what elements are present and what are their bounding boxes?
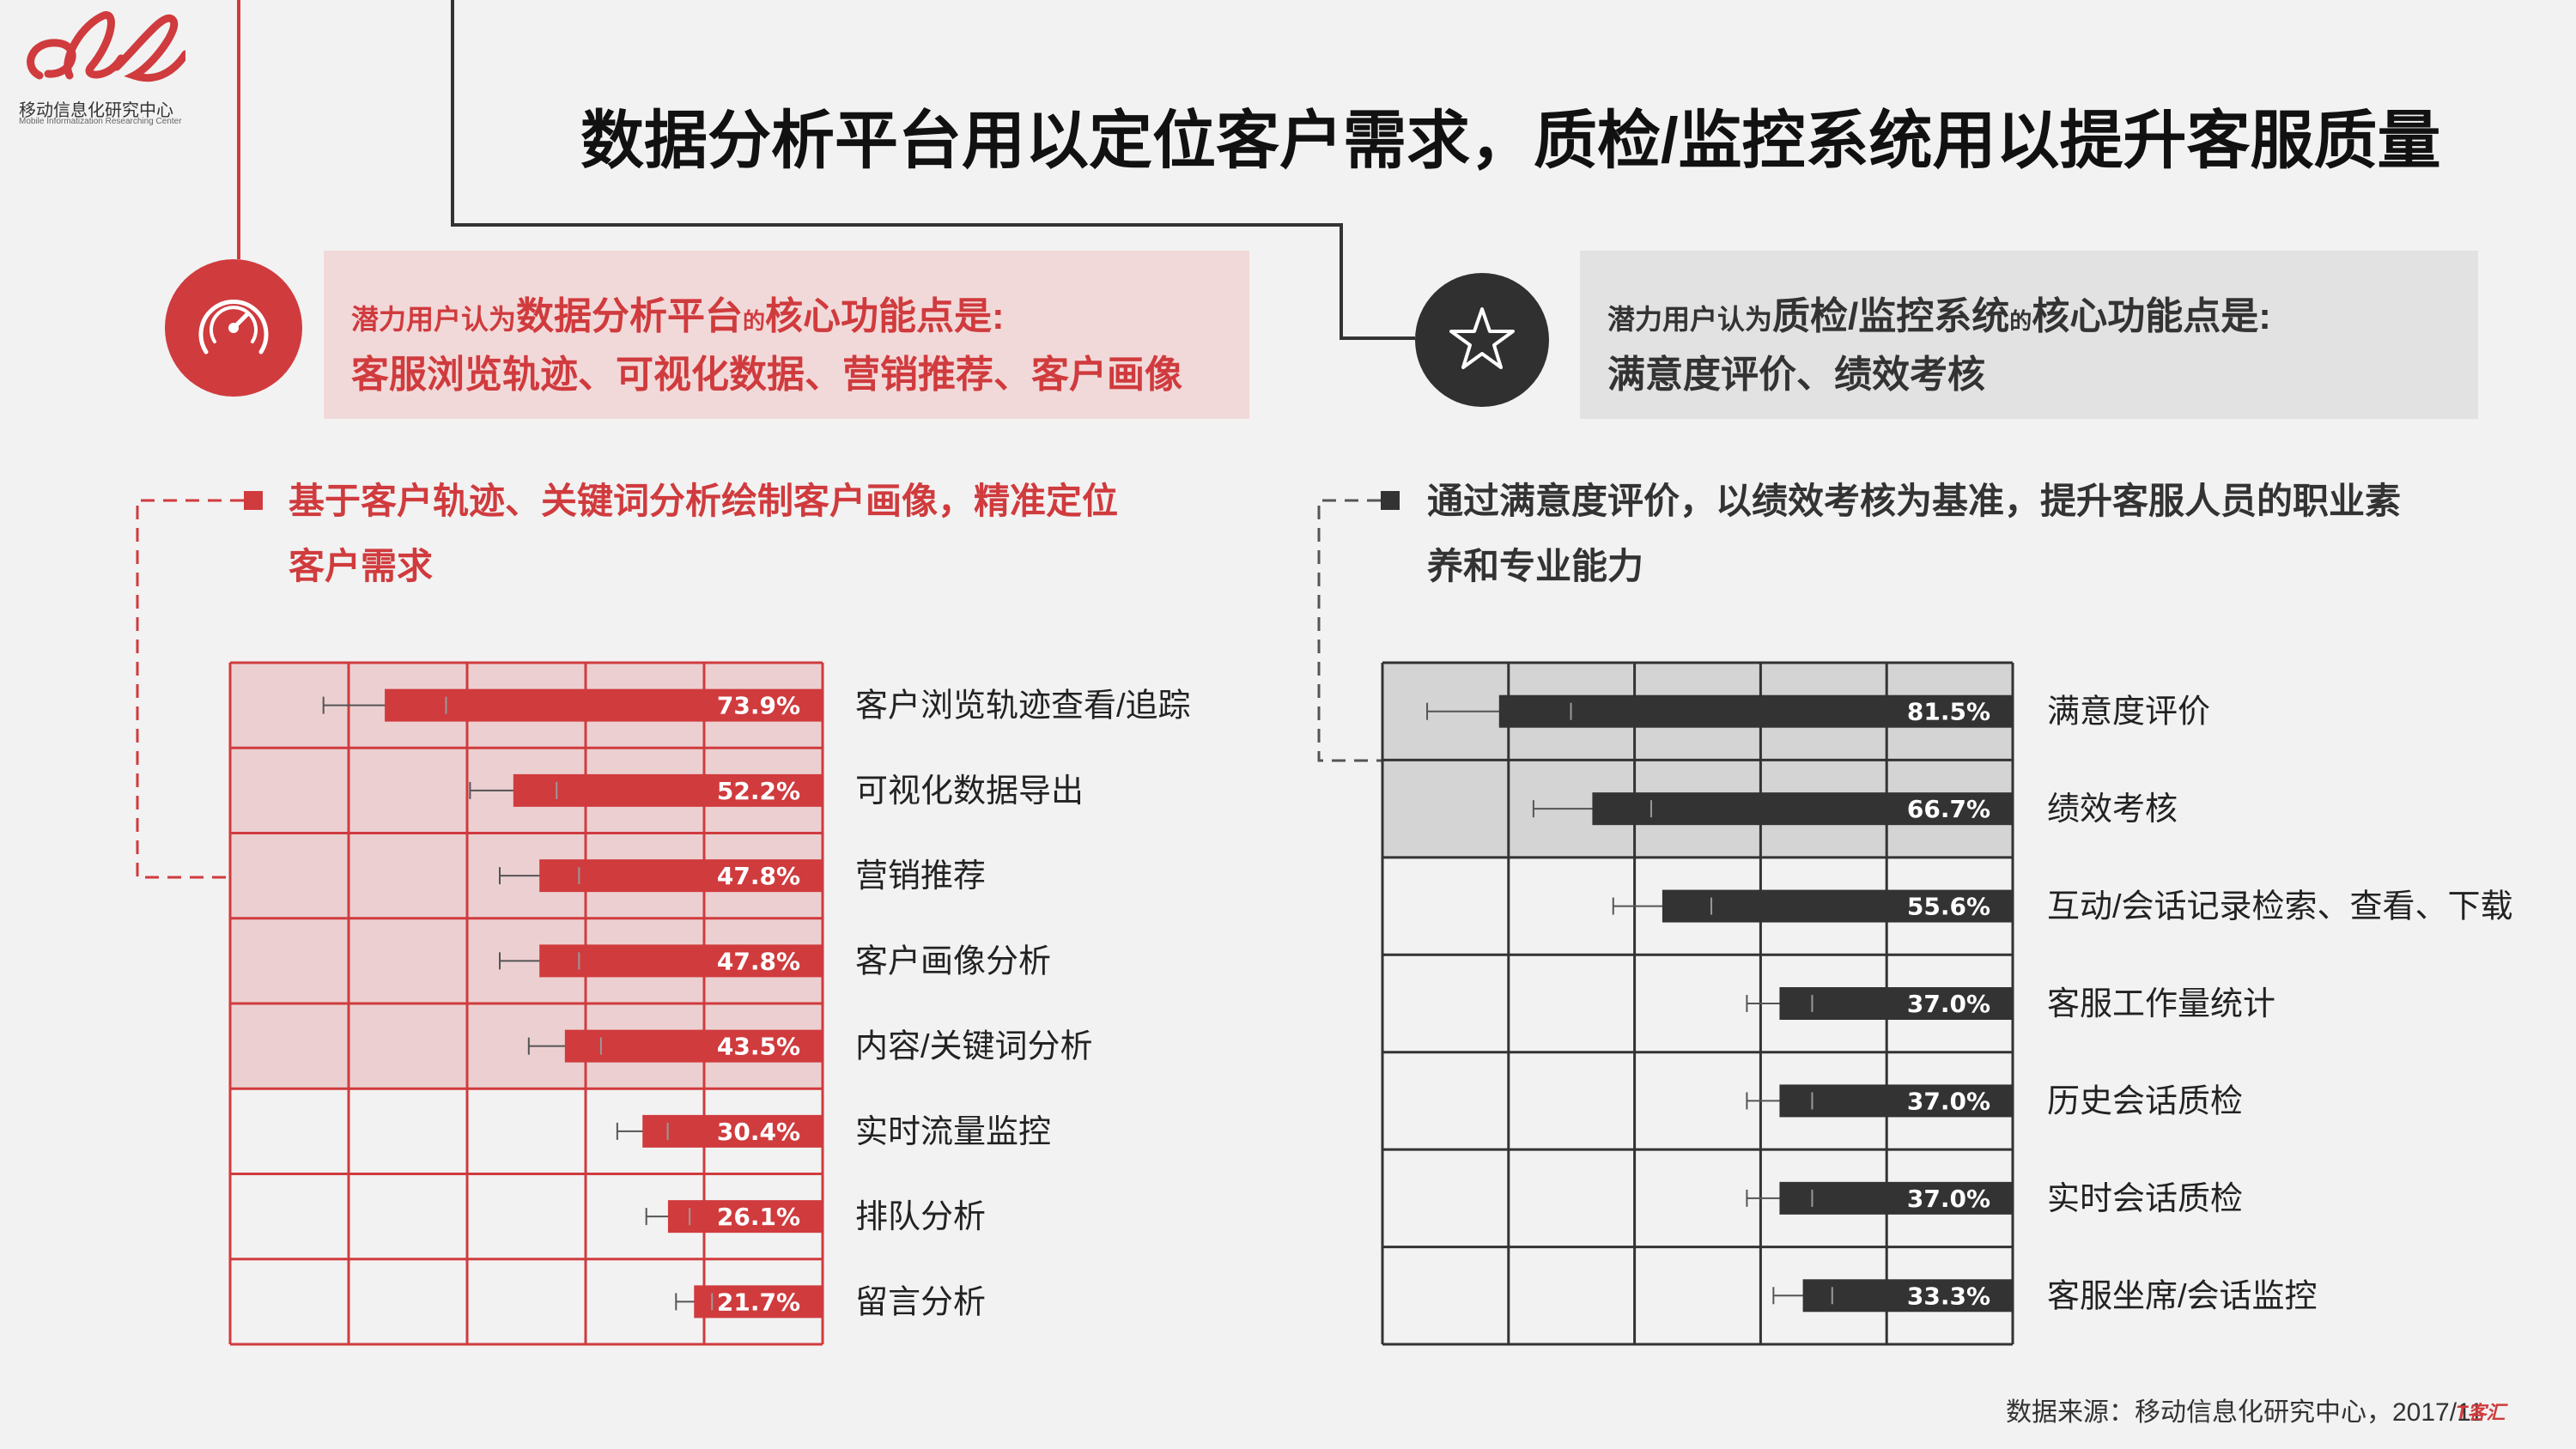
left-summary-heading: 潜力用户认为数据分析平台的核心功能点是: — [351, 285, 1005, 340]
left-chart-category-label: 内容/关键词分析 — [855, 1029, 1093, 1065]
right-chart-category-label: 满意度评价 — [2047, 694, 2210, 731]
right-chart-bar — [1662, 889, 2013, 923]
left-chart-bar — [539, 859, 823, 893]
left-chart-category-label: 实时流量监控 — [855, 1114, 1051, 1150]
left-heading-post: 核心功能点是: — [765, 295, 1005, 337]
left-summary-features: 客服浏览轨迹、可视化数据、营销推荐、客户画像 — [351, 354, 1182, 396]
right-chart-category-label: 客服坐席/会话监控 — [2047, 1278, 2318, 1314]
left-chart-bar — [642, 1114, 823, 1148]
right-chart-value-label: 81.5% — [1907, 698, 1990, 726]
left-heading-mid: 的 — [743, 308, 766, 334]
left-chart-value-label: 52.2% — [717, 777, 800, 805]
right-summary-heading: 潜力用户认为质检/监控系统的核心功能点是: — [1607, 285, 2271, 340]
right-chart-bar — [1779, 987, 2013, 1020]
left-chart-value-label: 43.5% — [717, 1033, 800, 1061]
left-chart-value-label: 73.9% — [717, 692, 800, 720]
right-chart-bar — [1779, 1084, 2013, 1118]
corner-logo: T客汇 — [2456, 1402, 2506, 1423]
right-chart-value-label: 33.3% — [1907, 1282, 1990, 1310]
right-chart-value-label: 55.6% — [1907, 893, 1990, 921]
left-chart-bar — [539, 944, 823, 978]
right-chart-bar — [1592, 792, 2013, 826]
left-chart-category-label: 留言分析 — [855, 1284, 986, 1320]
left-chart-value-label: 47.8% — [717, 947, 800, 975]
right-heading-emphasis: 质检/监控系统 — [1772, 295, 2010, 337]
right-chart-value-label: 37.0% — [1907, 1087, 1990, 1115]
right-note: 通过满意度评价，以绩效考核为基准，提升客服人员的职业素养和专业能力 — [1427, 481, 2402, 586]
left-chart-value-label: 26.1% — [717, 1203, 800, 1231]
right-chart-category-label: 绩效考核 — [2047, 791, 2178, 828]
left-chart-bar — [667, 1200, 823, 1234]
left-chart-bar — [513, 773, 823, 807]
left-chart-bar — [385, 688, 823, 722]
right-chart-category-label: 实时会话质检 — [2047, 1181, 2243, 1217]
right-chart-value-label: 66.7% — [1907, 795, 1990, 823]
left-note: 基于客户轨迹、关键词分析绘制客户画像，精准定位客户需求 — [289, 481, 1119, 586]
right-chart-category-label: 互动/会话记录检索、查看、下载 — [2047, 889, 2513, 925]
logo-name-cn: 移动信息化研究中心 — [19, 101, 173, 120]
right-chart-category-label: 客服工作量统计 — [2047, 986, 2275, 1022]
source-note: 数据来源：移动信息化研究中心，2017/11 — [2006, 1398, 2484, 1427]
left-chart-value-label: 30.4% — [717, 1118, 800, 1146]
brand-logo — [27, 11, 185, 82]
left-chart-category-label: 可视化数据导出 — [855, 773, 1084, 809]
right-summary-box: 潜力用户认为质检/监控系统的核心功能点是: 满意度评价、绩效考核 — [1580, 251, 2478, 419]
left-summary-box: 潜力用户认为数据分析平台的核心功能点是: 客服浏览轨迹、可视化数据、营销推荐、客… — [324, 251, 1249, 419]
left-chart-category-label: 客户浏览轨迹查看/追踪 — [855, 688, 1191, 724]
right-note-bullet — [1381, 491, 1400, 510]
right-chart-category-label: 历史会话质检 — [2047, 1083, 2243, 1119]
left-heading-emphasis: 数据分析平台 — [516, 295, 744, 337]
left-heading-pre: 潜力用户认为 — [351, 304, 517, 335]
left-chart-category-label: 客户画像分析 — [855, 943, 1051, 979]
right-chart-bar — [1802, 1279, 2013, 1313]
left-note-bullet — [244, 491, 263, 510]
left-chart-value-label: 47.8% — [717, 862, 800, 890]
left-chart-value-label: 21.7% — [717, 1288, 800, 1316]
right-heading-post: 核心功能点是: — [2032, 295, 2271, 337]
right-chart-bar — [1779, 1181, 2013, 1215]
star-icon — [1415, 273, 1549, 407]
left-chart-bar — [564, 1029, 823, 1063]
speedometer-icon — [165, 259, 302, 397]
left-chart-bar — [694, 1285, 823, 1319]
right-chart-value-label: 37.0% — [1907, 1185, 1990, 1213]
logo-name-en: Mobile Informatization Researching Cente… — [19, 117, 182, 126]
right-chart-bar — [1498, 694, 2013, 728]
right-heading-pre: 潜力用户认为 — [1607, 304, 1773, 335]
page-title: 数据分析平台用以定位客户需求，质检/监控系统用以提升客服质量 — [580, 105, 2441, 176]
right-chart-value-label: 37.0% — [1907, 990, 1990, 1018]
right-heading-mid: 的 — [2009, 308, 2032, 334]
left-chart-category-label: 营销推荐 — [855, 858, 986, 894]
left-chart-category-label: 排队分析 — [855, 1199, 986, 1235]
right-summary-features: 满意度评价、绩效考核 — [1607, 354, 1985, 396]
